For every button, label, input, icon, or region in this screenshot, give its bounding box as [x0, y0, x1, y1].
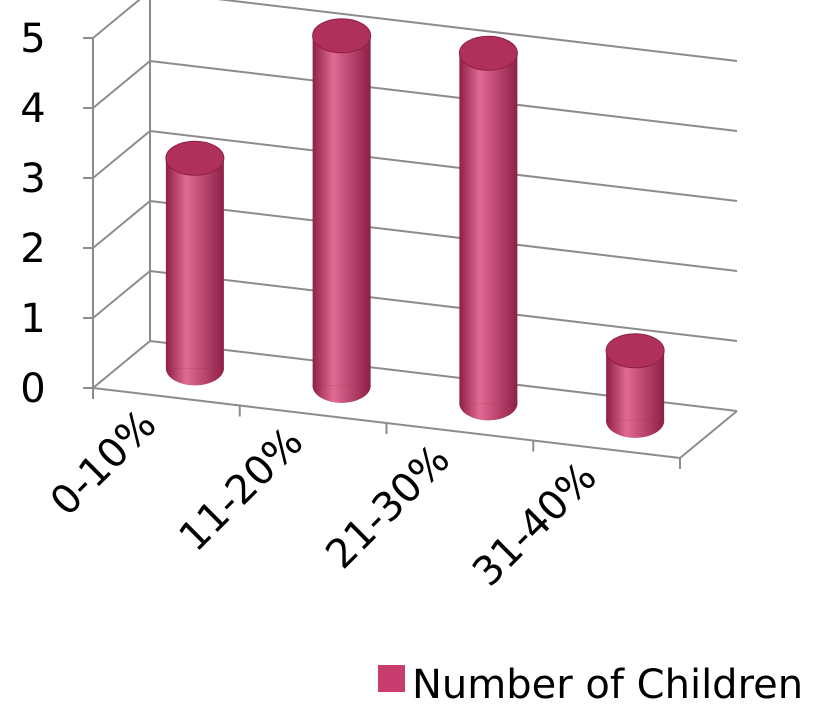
x-tick-label: 11-20%: [171, 419, 313, 561]
bar-bottom-curve: [606, 420, 665, 438]
bar-top: [312, 18, 372, 54]
bar-body: [165, 158, 224, 369]
axes: [83, 37, 738, 469]
bar-top: [458, 35, 518, 71]
bar-top: [165, 140, 225, 176]
x-tick-label: 21-30%: [317, 436, 459, 578]
y-tick-labels: 0 1 2 3 4 5: [20, 16, 45, 412]
bar: [458, 35, 518, 421]
legend: Number of Children: [378, 662, 803, 706]
y-tick-label: 1: [20, 296, 45, 342]
bar-body: [312, 35, 371, 386]
y-tick-label: 5: [20, 16, 45, 62]
y-tick-label: 0: [20, 366, 45, 412]
side-gridline: [92, 200, 151, 249]
y-tick-label: 2: [20, 226, 45, 272]
side-gridline: [92, 130, 151, 179]
side-gridline: [92, 270, 151, 319]
bar: [312, 18, 372, 403]
x-tick-label: 31-40%: [464, 454, 606, 596]
x-tick-labels: 0-10% 11-20% 21-30% 31-40%: [42, 401, 606, 595]
bar-bottom-curve: [459, 403, 518, 421]
legend-swatch: [378, 665, 405, 692]
bar: [605, 333, 665, 438]
gridline: [149, 270, 738, 342]
side-gridline: [92, 60, 151, 109]
side-gridline: [92, 0, 141, 39]
gridlines: [92, 0, 738, 412]
side-gridline: [92, 340, 151, 389]
bars: [165, 18, 665, 438]
y-tick-label: 4: [20, 86, 45, 132]
x-tick-label: 0-10%: [42, 401, 166, 525]
bar: [165, 140, 225, 386]
legend-label: Number of Children: [412, 662, 803, 701]
gridline: [149, 60, 738, 132]
gridline: [149, 200, 738, 272]
y-tick-label: 3: [20, 156, 45, 202]
bar-bottom-curve: [165, 368, 224, 386]
bar-body: [459, 53, 518, 404]
bar-bottom-curve: [312, 385, 371, 403]
floor-edge: [679, 410, 738, 459]
gridline: [149, 130, 738, 202]
bar-top: [605, 333, 665, 369]
gridline: [217, 0, 738, 62]
